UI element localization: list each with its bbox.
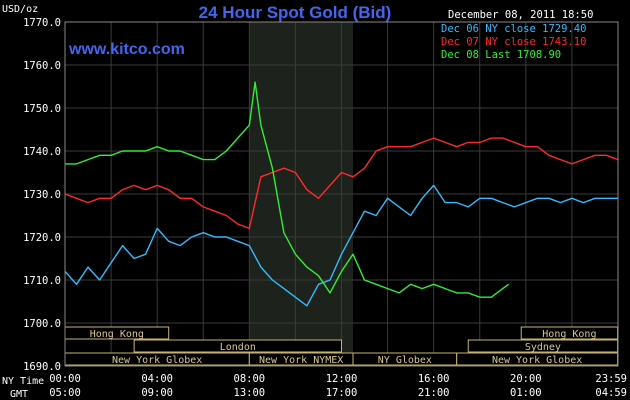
session-label: NY Globex — [378, 355, 432, 366]
legend-entry-dec08: Dec 08 Last 1708.90 — [441, 49, 561, 61]
ny-time-row-label: NY Time — [2, 376, 44, 387]
x-tick-label-gmt: 04:59 — [595, 387, 627, 399]
session-label: New York Globex — [492, 355, 582, 366]
watermark-url: www.kitco.com — [68, 41, 185, 58]
session-label: Hong Kong — [542, 329, 596, 340]
chart-title: 24 Hour Spot Gold (Bid) — [199, 3, 392, 22]
y-tick-label: 1700.0 — [23, 318, 61, 330]
x-tick-label-ny: 20:00 — [510, 373, 542, 385]
y-tick-label: 1690.0 — [23, 361, 61, 373]
trading-sessions-layer: Hong Kong Hong Kong London Sydney New York G… — [64, 326, 619, 366]
x-tick-label-gmt: 09:00 — [141, 387, 173, 399]
x-tick-label-ny: 12:00 — [326, 373, 358, 385]
y-tick-label: 1720.0 — [23, 232, 61, 244]
legend-entry-dec06: Dec 06 NY close 1729.40 — [441, 23, 586, 35]
y-tick-label: 1770.0 — [23, 17, 61, 29]
y-axis-label: USD/oz — [2, 4, 38, 15]
legend: Dec 06 NY close 1729.40 Dec 07 NY close … — [441, 23, 586, 61]
y-tick-label: 1750.0 — [23, 103, 61, 115]
x-tick-label-ny: 00:00 — [49, 373, 81, 385]
y-tick-label: 1710.0 — [23, 275, 61, 287]
legend-entry-dec07: Dec 07 NY close 1743.10 — [441, 36, 586, 48]
x-tick-label-gmt: 01:00 — [510, 387, 542, 399]
session-label: Hong Kong — [90, 329, 144, 340]
series-line-2 — [65, 81, 510, 298]
x-tick-label-gmt: 05:00 — [49, 387, 81, 399]
x-tick-label-ny: 08:00 — [234, 373, 266, 385]
plot-frame — [64, 21, 619, 367]
session-label: New York NYMEX — [259, 355, 343, 366]
timestamp: December 08, 2011 18:50 — [448, 9, 593, 21]
x-tick-label-gmt: 17:00 — [326, 387, 358, 399]
y-tick-label: 1740.0 — [23, 146, 61, 158]
session-box — [133, 339, 342, 353]
gmt-row-label: GMT — [10, 389, 28, 400]
x-tick-label-gmt: 13:00 — [234, 387, 266, 399]
x-tick-label-gmt: 21:00 — [418, 387, 450, 399]
series-line-1 — [64, 137, 619, 230]
session-label: Sydney — [525, 342, 561, 353]
x-tick-label-ny: 23:59 — [595, 373, 627, 385]
session-label: New York Globex — [112, 355, 202, 366]
y-tick-label: 1760.0 — [23, 60, 61, 72]
axis-layer: 1690.0 1700.0 1710.0 1720.0 1730.0 1740.0 1750… — [23, 17, 627, 399]
y-tick-label: 1730.0 — [23, 189, 61, 201]
x-tick-label-ny: 04:00 — [141, 373, 173, 385]
series-line-0 — [64, 184, 618, 307]
x-tick-label-ny: 16:00 — [418, 373, 450, 385]
grid-layer — [64, 21, 619, 367]
session-label: London — [220, 342, 256, 353]
series-layer — [64, 81, 619, 307]
